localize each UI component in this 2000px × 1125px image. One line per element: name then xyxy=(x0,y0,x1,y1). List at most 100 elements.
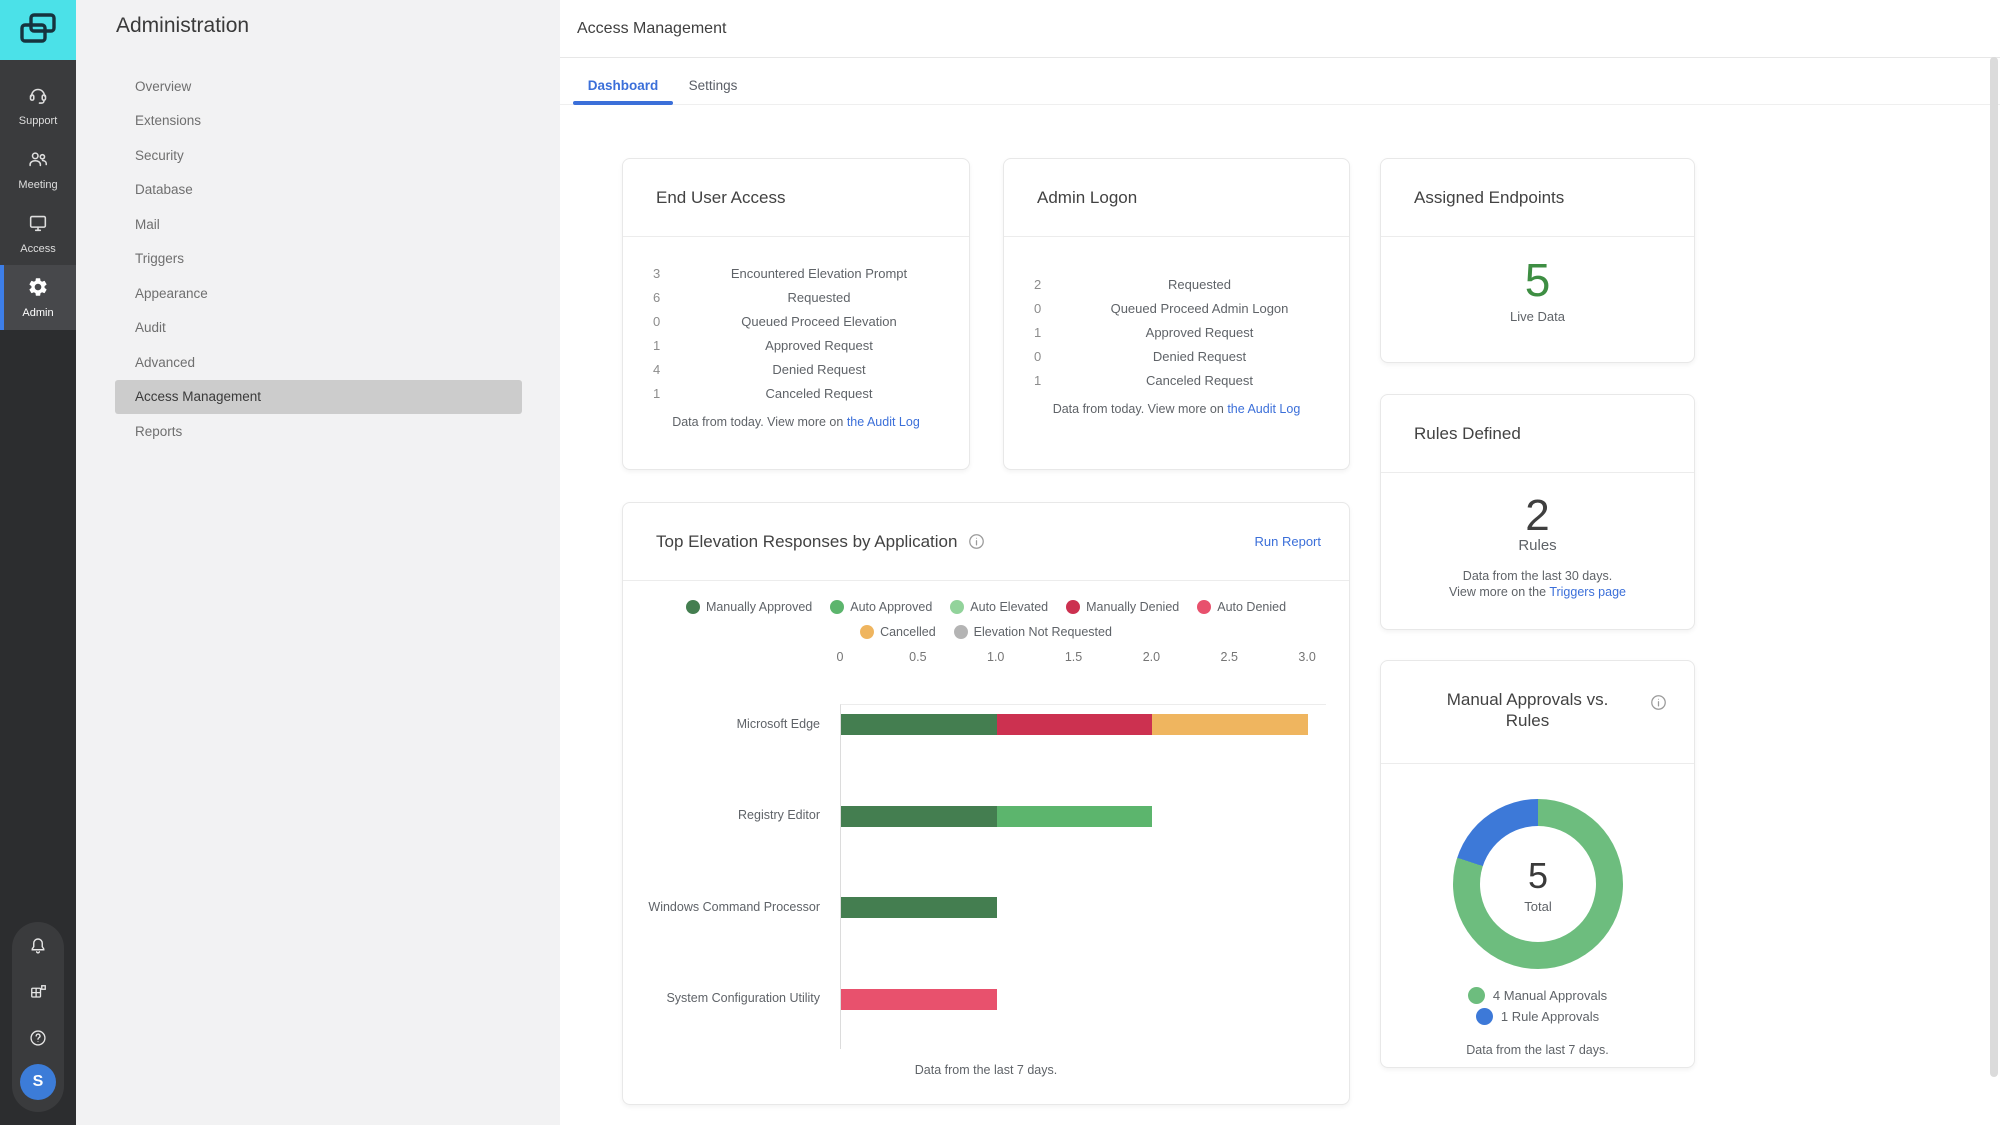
admin-sidebar: Administration Overview Extensions Secur… xyxy=(76,0,560,1125)
notifications-button[interactable] xyxy=(12,930,64,966)
stat-label: Queued Proceed Elevation xyxy=(741,313,897,329)
stat-value: 0 xyxy=(653,313,661,329)
card-divider xyxy=(623,580,1349,581)
sidebar-item-security[interactable]: Security xyxy=(135,147,184,163)
footer-text: Data from today. View more on xyxy=(672,415,847,429)
rail-item-access[interactable]: Access xyxy=(0,201,76,265)
audit-log-link[interactable]: the Audit Log xyxy=(1227,402,1301,416)
footer-text: View more on the xyxy=(1449,585,1550,599)
stat-value: 1 xyxy=(1034,372,1042,388)
bar-segment-manually-approved xyxy=(841,805,997,827)
stat-row: 1 Canceled Request xyxy=(1004,368,1349,392)
card-divider xyxy=(1004,236,1349,237)
tab-settings[interactable]: Settings xyxy=(688,78,738,93)
tab-dashboard[interactable]: Dashboard xyxy=(587,78,659,93)
card-divider xyxy=(623,236,969,237)
bar-segment-cancelled xyxy=(1152,714,1309,735)
legend-item-manually-denied[interactable]: Manually Denied xyxy=(1066,600,1179,614)
rail-item-meeting[interactable]: Meeting xyxy=(0,137,76,201)
stat-value: 2 xyxy=(1034,276,1042,292)
rules-count: 2 xyxy=(1525,491,1550,540)
info-icon[interactable] xyxy=(967,532,986,551)
info-icon[interactable] xyxy=(1649,693,1668,712)
sidebar-item-access-management[interactable]: Access Management xyxy=(115,379,522,414)
main-content: Access Management Dashboard Settings End… xyxy=(560,0,2000,1125)
donut-total-label: Total xyxy=(1524,898,1552,914)
apps-grid-icon xyxy=(28,982,48,1007)
stat-row: 0 Denied Request xyxy=(1004,344,1349,368)
card-footer: Data from today. View more on the Audit … xyxy=(623,414,969,430)
sidebar-item-reports[interactable]: Reports xyxy=(135,423,183,439)
active-tab-indicator xyxy=(573,101,673,105)
manual-vs-rules-card: Manual Approvals vs. Rules 5 Total 4 Man… xyxy=(1380,660,1695,1068)
legend-swatch xyxy=(1475,1008,1493,1025)
stat-row: 1 Approved Request xyxy=(623,333,969,357)
admin-logon-card: Admin Logon 2 Requested 0 Queued Proceed… xyxy=(1003,158,1350,470)
chart-legend-row-1: Manually Approved Auto Approved Auto Eleva… xyxy=(623,597,1349,617)
sidebar-item-extensions[interactable]: Extensions xyxy=(135,113,202,129)
stat-row: 0 Queued Proceed Elevation xyxy=(623,309,969,333)
apps-button[interactable] xyxy=(12,976,64,1012)
brand-logo[interactable] xyxy=(0,0,76,60)
legend-swatch xyxy=(685,600,700,614)
card-title: Assigned Endpoints xyxy=(1414,187,1565,207)
run-report-link[interactable]: Run Report xyxy=(1254,534,1321,549)
vertical-scrollbar[interactable] xyxy=(1990,57,1998,1077)
bar-microsoft-edge xyxy=(841,714,1309,735)
legend-swatch xyxy=(953,625,968,639)
legend-item-auto-approved[interactable]: Auto Approved xyxy=(830,600,932,614)
sidebar-title: Administration xyxy=(116,14,250,37)
card-header: Assigned Endpoints xyxy=(1381,159,1694,236)
stat-label: Canceled Request xyxy=(765,385,873,401)
stat-value: 4 xyxy=(653,361,661,377)
card-header: End User Access xyxy=(623,159,969,236)
rail-item-label: Admin xyxy=(22,307,54,319)
sidebar-item-advanced[interactable]: Advanced xyxy=(135,354,196,370)
legend-item-elevation-not-requested[interactable]: Elevation Not Requested xyxy=(953,625,1112,639)
stat-value: 3 xyxy=(653,265,661,281)
help-button[interactable] xyxy=(12,1022,64,1058)
footer-line1: Data from the last 30 days. xyxy=(1462,569,1613,583)
legend-label: Auto Elevated xyxy=(970,600,1049,614)
legend-swatch xyxy=(860,625,875,639)
x-tick: 1.0 xyxy=(986,650,1005,664)
rail-item-admin[interactable]: Admin xyxy=(0,265,76,330)
header-divider xyxy=(560,57,2000,58)
sidebar-item-audit[interactable]: Audit xyxy=(135,320,166,336)
sidebar-item-triggers[interactable]: Triggers xyxy=(135,251,185,267)
end-user-access-card: End User Access 3 Encountered Elevation … xyxy=(622,158,970,470)
stat-row: 1 Approved Request xyxy=(1004,320,1349,344)
sidebar-item-overview[interactable]: Overview xyxy=(135,78,192,94)
donut-title: Manual Approvals vs. Rules xyxy=(1421,689,1634,731)
rail-nav: Support Meeting Access xyxy=(0,60,76,330)
legend-item-auto-denied[interactable]: Auto Denied xyxy=(1197,600,1286,614)
gear-icon xyxy=(27,276,49,303)
triggers-page-link[interactable]: Triggers page xyxy=(1549,585,1626,599)
legend-item-manually-approved[interactable]: Manually Approved xyxy=(685,600,812,614)
stat-label: Queued Proceed Admin Logon xyxy=(1110,300,1289,316)
stat-label: Requested xyxy=(787,289,851,305)
stat-rows: 3 Encountered Elevation Prompt 6 Request… xyxy=(623,261,969,405)
stat-value: 1 xyxy=(653,337,661,353)
sidebar-item-database[interactable]: Database xyxy=(135,182,193,198)
chart-title: Top Elevation Responses by Application xyxy=(656,531,958,551)
rail-item-support[interactable]: Support xyxy=(0,73,76,137)
audit-log-link[interactable]: the Audit Log xyxy=(846,415,920,429)
donut-title-line1: Manual Approvals vs. xyxy=(1446,690,1609,709)
sidebar-item-appearance[interactable]: Appearance xyxy=(135,285,208,301)
rail-bottom-pill: S xyxy=(12,922,64,1112)
stat-row: 4 Denied Request xyxy=(623,357,969,381)
card-footer: Data from the last 30 days. View more on… xyxy=(1381,568,1694,600)
headset-icon xyxy=(27,84,49,111)
card-title: Rules Defined xyxy=(1414,423,1521,443)
legend-label: Auto Denied xyxy=(1217,600,1287,614)
legend-label: Elevation Not Requested xyxy=(973,625,1112,639)
legend-item-auto-elevated[interactable]: Auto Elevated xyxy=(950,600,1048,614)
avatar-initial: S xyxy=(32,1073,44,1090)
sidebar-item-mail[interactable]: Mail xyxy=(135,216,160,232)
chart-footnote: Data from the last 7 days. xyxy=(914,1063,1058,1077)
card-footer: Data from today. View more on the Audit … xyxy=(1004,401,1349,417)
donut-total-value: 5 xyxy=(1527,854,1549,896)
user-avatar[interactable]: S xyxy=(20,1064,56,1100)
legend-item-cancelled[interactable]: Cancelled xyxy=(860,625,936,639)
